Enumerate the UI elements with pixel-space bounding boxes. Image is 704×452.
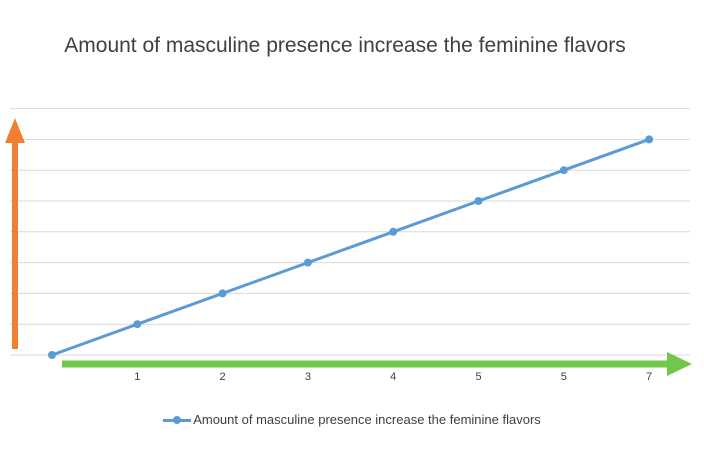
chart-title: Amount of masculine presence increase th… <box>64 34 626 57</box>
data-point <box>645 135 654 144</box>
series-line <box>51 137 650 357</box>
data-point <box>559 166 568 175</box>
y-axis-arrow-head <box>5 118 25 143</box>
legend-item: Amount of masculine presence increase th… <box>163 412 541 427</box>
x-tick-label: 7 <box>646 371 652 383</box>
legend: Amount of masculine presence increase th… <box>0 412 704 428</box>
x-axis-arrow-head <box>667 352 692 376</box>
data-point <box>218 289 227 298</box>
x-tick-label: 1 <box>134 371 140 383</box>
data-point <box>48 351 56 359</box>
data-point <box>303 258 312 267</box>
data-point <box>474 197 483 205</box>
x-tick-label: 5 <box>475 371 481 383</box>
x-tick-label: 4 <box>390 371 396 383</box>
x-tick-label: 2 <box>220 371 226 383</box>
x-tick-label: 3 <box>305 371 311 383</box>
x-tick-labels: 1 2 3 4 5 5 7 <box>134 371 652 383</box>
series-layer <box>48 135 654 359</box>
x-tick-label: 5 <box>561 371 567 383</box>
gridlines <box>10 108 690 356</box>
legend-swatch <box>163 415 192 425</box>
axis-arrows <box>5 118 692 376</box>
data-point <box>389 227 398 236</box>
legend-label: Amount of masculine presence increase th… <box>193 412 541 427</box>
data-point <box>133 320 142 329</box>
